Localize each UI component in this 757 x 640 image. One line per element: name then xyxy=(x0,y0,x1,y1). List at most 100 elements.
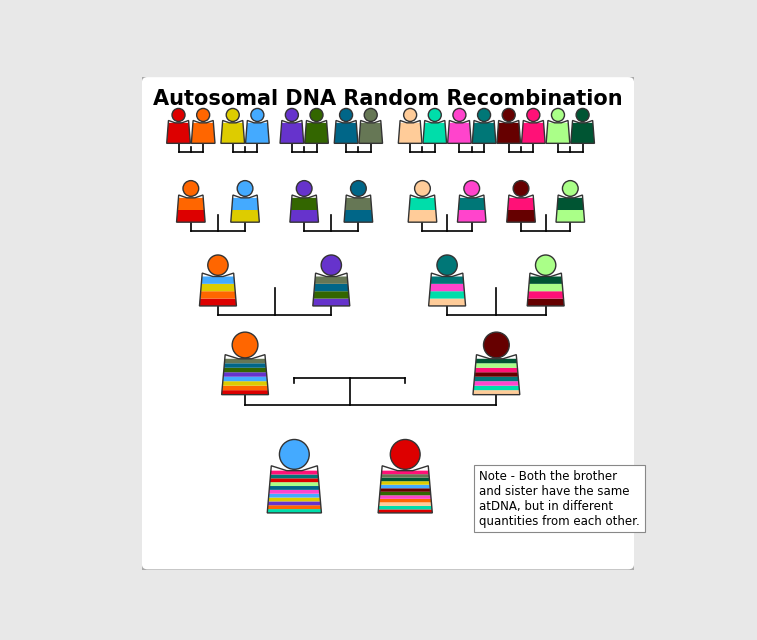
Text: Autosomal DNA Random Recombination: Autosomal DNA Random Recombination xyxy=(153,89,623,109)
Polygon shape xyxy=(473,390,520,395)
Polygon shape xyxy=(345,198,372,210)
Polygon shape xyxy=(268,497,320,501)
Polygon shape xyxy=(304,123,329,143)
Polygon shape xyxy=(222,386,268,390)
Polygon shape xyxy=(475,364,518,368)
Polygon shape xyxy=(381,474,429,477)
Polygon shape xyxy=(315,276,348,284)
Circle shape xyxy=(237,180,253,196)
Circle shape xyxy=(232,332,258,358)
Polygon shape xyxy=(344,210,372,222)
Polygon shape xyxy=(267,509,322,513)
Polygon shape xyxy=(381,481,430,484)
Polygon shape xyxy=(201,276,235,284)
Circle shape xyxy=(478,108,491,122)
Polygon shape xyxy=(380,488,431,492)
FancyBboxPatch shape xyxy=(140,76,636,571)
Polygon shape xyxy=(223,368,266,372)
Circle shape xyxy=(296,180,312,196)
Polygon shape xyxy=(359,123,382,143)
Polygon shape xyxy=(430,284,464,291)
Circle shape xyxy=(251,108,264,122)
Polygon shape xyxy=(378,509,432,513)
Polygon shape xyxy=(177,198,204,210)
Polygon shape xyxy=(176,210,205,222)
Polygon shape xyxy=(529,276,562,284)
Polygon shape xyxy=(431,276,464,284)
Polygon shape xyxy=(223,372,267,377)
Polygon shape xyxy=(199,299,236,306)
Circle shape xyxy=(279,440,310,469)
Circle shape xyxy=(484,332,509,358)
Polygon shape xyxy=(546,123,570,143)
Polygon shape xyxy=(409,198,436,210)
Polygon shape xyxy=(224,359,266,364)
Circle shape xyxy=(453,108,466,122)
Circle shape xyxy=(403,108,416,122)
Polygon shape xyxy=(267,505,321,509)
Polygon shape xyxy=(224,364,266,368)
Circle shape xyxy=(535,255,556,275)
Polygon shape xyxy=(472,123,496,143)
Polygon shape xyxy=(457,210,486,222)
Polygon shape xyxy=(497,123,521,143)
Polygon shape xyxy=(291,198,317,210)
Polygon shape xyxy=(270,474,319,478)
Circle shape xyxy=(464,180,480,196)
Circle shape xyxy=(197,108,210,122)
Polygon shape xyxy=(380,484,430,488)
Circle shape xyxy=(551,108,565,122)
Polygon shape xyxy=(245,123,269,143)
Polygon shape xyxy=(475,359,517,364)
Circle shape xyxy=(562,180,578,196)
Polygon shape xyxy=(379,495,431,499)
Polygon shape xyxy=(269,490,319,493)
Polygon shape xyxy=(378,506,432,509)
Circle shape xyxy=(207,255,228,275)
Polygon shape xyxy=(382,470,429,474)
Polygon shape xyxy=(527,299,564,306)
Polygon shape xyxy=(223,377,267,381)
Polygon shape xyxy=(335,123,358,143)
Polygon shape xyxy=(269,486,319,490)
Polygon shape xyxy=(429,291,465,299)
Polygon shape xyxy=(475,372,519,377)
Polygon shape xyxy=(408,210,437,222)
Polygon shape xyxy=(232,198,258,210)
Polygon shape xyxy=(474,381,519,386)
Polygon shape xyxy=(201,284,235,291)
Circle shape xyxy=(415,180,430,196)
Polygon shape xyxy=(223,381,268,386)
Circle shape xyxy=(340,108,353,122)
Polygon shape xyxy=(557,198,584,210)
Polygon shape xyxy=(473,386,519,390)
Polygon shape xyxy=(528,291,563,299)
Polygon shape xyxy=(221,123,245,143)
Circle shape xyxy=(437,255,457,275)
Polygon shape xyxy=(571,123,594,143)
Polygon shape xyxy=(269,482,319,486)
Circle shape xyxy=(428,108,441,122)
Polygon shape xyxy=(270,478,319,482)
Polygon shape xyxy=(222,390,269,395)
Circle shape xyxy=(513,180,529,196)
Polygon shape xyxy=(475,368,518,372)
Polygon shape xyxy=(313,291,349,299)
Text: Note - Both the brother
and sister have the same
atDNA, but in different
quantit: Note - Both the brother and sister have … xyxy=(479,470,640,528)
Polygon shape xyxy=(270,470,318,474)
Circle shape xyxy=(310,108,323,122)
Polygon shape xyxy=(428,299,466,306)
Circle shape xyxy=(364,108,377,122)
Polygon shape xyxy=(280,123,304,143)
Polygon shape xyxy=(459,198,485,210)
Polygon shape xyxy=(556,210,584,222)
Circle shape xyxy=(350,180,366,196)
Circle shape xyxy=(226,108,239,122)
Polygon shape xyxy=(231,210,260,222)
Polygon shape xyxy=(378,502,431,506)
Polygon shape xyxy=(268,501,321,505)
Circle shape xyxy=(527,108,540,122)
Polygon shape xyxy=(314,284,348,291)
Polygon shape xyxy=(269,493,320,497)
Polygon shape xyxy=(290,210,319,222)
